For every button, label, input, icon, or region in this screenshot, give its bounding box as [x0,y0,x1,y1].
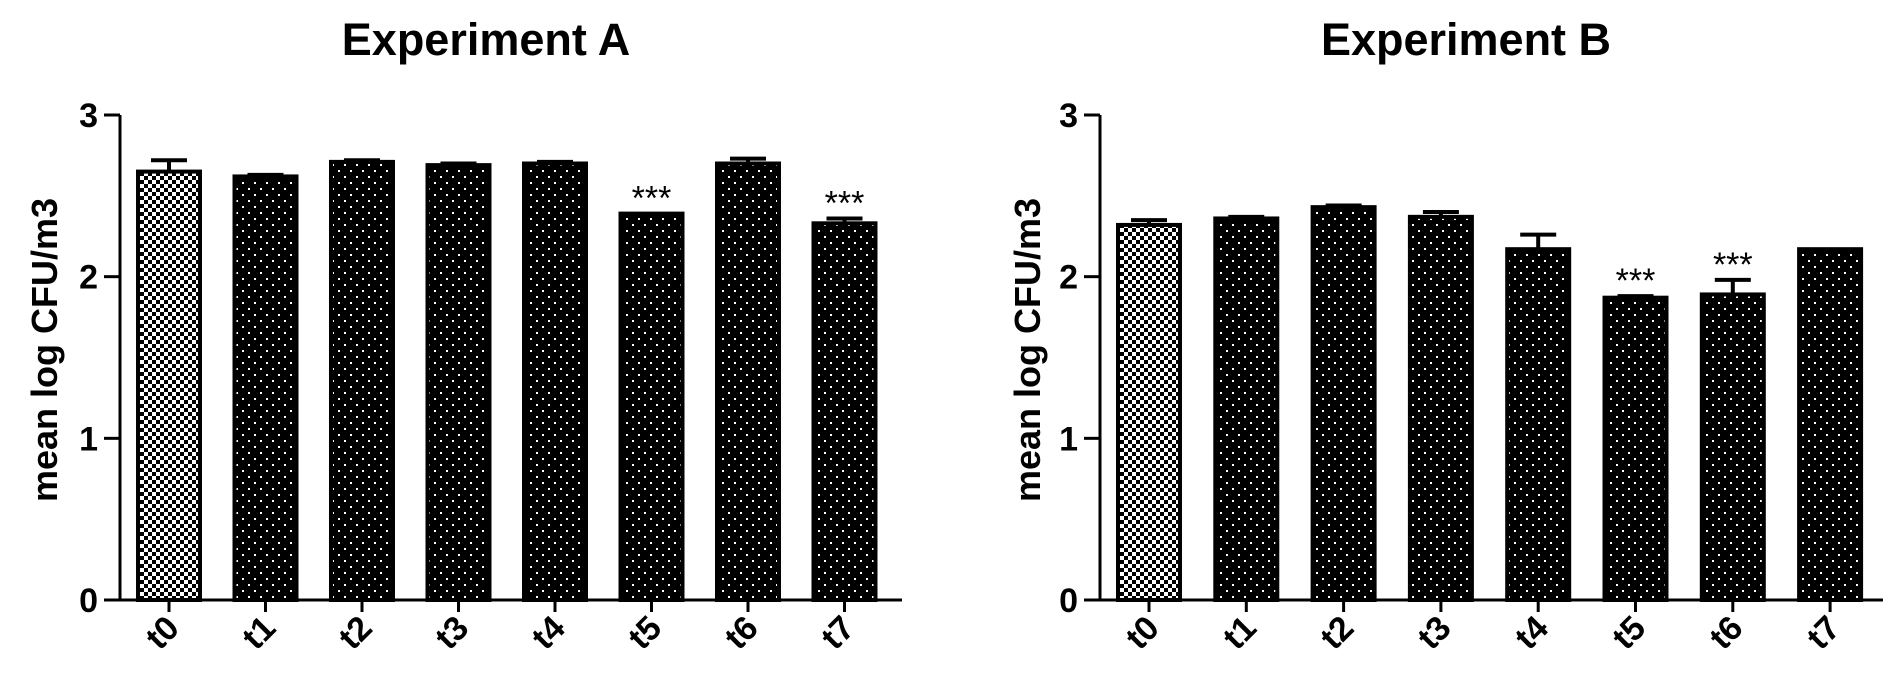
x-tick-label: t6 [717,609,765,657]
chart-title: Experiment B [1321,14,1611,65]
bar-t6 [1699,292,1766,602]
plot-area: t0 t1 t2 t3 t4 *** t5 *** t6 t7 0 1 2 3 [1059,97,1883,657]
y-axis-label: mean log CFU/m3 [1007,198,1048,502]
panel-experiment-b: Experiment B mean log CFU/m3 t0 t1 t2 t3 t4 *… [1007,14,1883,657]
bar-t2 [329,159,395,602]
bar-t4 [1505,247,1572,603]
bar-t7 [811,221,878,602]
bar-t4 [522,161,588,602]
bar-t7 [1797,247,1864,603]
y-tick-label: 0 [79,582,98,620]
x-tick-label: t3 [1410,609,1458,657]
bar-t5 [618,211,685,602]
x-tick-label: t7 [1800,609,1848,657]
x-tick-label: t0 [138,609,186,657]
bar-t2 [1310,205,1377,602]
x-tick-label: t2 [1313,609,1361,657]
significance-label: *** [1616,262,1656,300]
y-tick-label: 3 [1059,97,1078,135]
x-tick-label: t0 [1118,609,1166,657]
x-tick-label: t1 [235,609,283,657]
x-tick-label: t2 [331,609,379,657]
panel-experiment-a: Experiment A mean log CFU/m3 t0 t1 t2 t3 t4 *… [24,14,902,657]
x-tick-label: t4 [1508,609,1556,657]
significance-label: *** [825,184,865,222]
y-tick-label: 3 [79,97,98,135]
y-tick-label: 1 [79,420,98,458]
y-tick-label: 2 [1059,259,1078,297]
x-tick-label: t3 [428,609,476,657]
bar-t0 [1116,222,1182,603]
significance-label: *** [632,180,672,218]
chart-title: Experiment A [342,14,630,65]
x-tick-label: t5 [1605,609,1653,657]
x-tick-label: t6 [1702,609,1750,657]
bar-t6 [715,161,781,602]
y-axis-label: mean log CFU/m3 [24,198,65,502]
x-tick-label: t4 [524,609,572,657]
significance-label: *** [1713,246,1753,284]
y-tick-label: 1 [1059,420,1078,458]
bar-t3 [425,163,492,602]
plot-area: t0 t1 t2 t3 t4 *** t5 t6 *** t7 0 1 2 3 [79,97,902,657]
bar-t5 [1602,295,1669,602]
x-tick-label: t5 [621,609,669,657]
bar-t1 [1213,216,1280,602]
bar-t1 [232,174,299,603]
bar-t0 [136,169,202,602]
x-tick-label: t1 [1216,609,1264,657]
y-tick-label: 2 [79,259,98,297]
y-tick-label: 0 [1059,582,1078,620]
x-tick-label: t7 [814,609,862,657]
bar-t3 [1407,214,1474,602]
